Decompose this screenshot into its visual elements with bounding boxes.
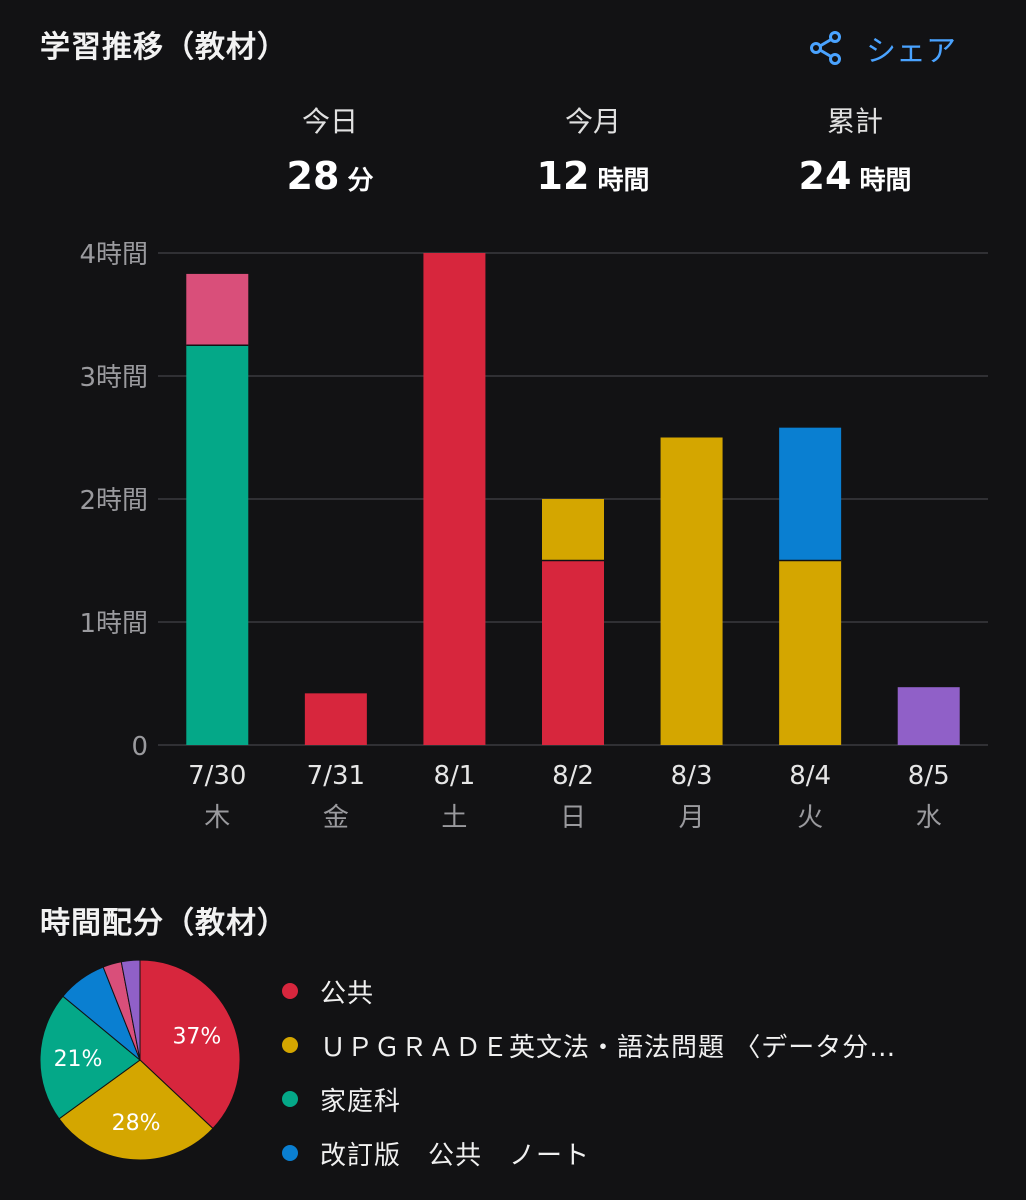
bar-segment — [542, 560, 604, 745]
pie-slice — [58, 1059, 214, 1161]
bar-segment — [304, 693, 367, 745]
legend-item: 改訂版 公共 ノート — [282, 1126, 896, 1180]
pie-slice-label: 28% — [112, 1111, 161, 1136]
stat-number: 24 — [798, 154, 852, 198]
legend-item: 家庭科 — [282, 1072, 896, 1126]
pie-title: 時間配分（教材） — [40, 906, 288, 941]
bar-segment — [186, 273, 249, 346]
y-tick-label: 2時間 — [79, 486, 148, 516]
bar-segment — [897, 687, 960, 745]
y-tick-label: 0 — [131, 732, 148, 762]
stat-value: 12 時間 — [473, 154, 713, 198]
x-weekday-label: 金 — [323, 803, 349, 833]
legend-item: ＵＰＧＲＡＤＥ英文法・語法問題 〈データ分… — [282, 1018, 896, 1072]
legend-color-dot — [282, 1145, 298, 1161]
x-tick-label: 8/2 — [552, 761, 594, 791]
legend-color-dot — [282, 1091, 298, 1107]
bar-segment — [423, 253, 486, 745]
legend-color-dot — [282, 1037, 298, 1053]
stat-today: 今日 28 分 — [210, 100, 450, 198]
pie-slice — [120, 959, 141, 1061]
x-tick-label: 8/4 — [789, 761, 831, 791]
legend-item: 公共 — [282, 964, 896, 1018]
bar-segment — [779, 560, 842, 745]
stat-unit: 時間 — [859, 166, 912, 196]
pie-chart: 37% 28% 21% — [39, 959, 241, 1161]
x-tick-label: 7/30 — [188, 761, 246, 791]
stat-unit: 分 — [347, 166, 374, 196]
stat-value: 28 分 — [210, 154, 450, 198]
x-weekday-label: 木 — [204, 803, 230, 833]
x-tick-label: 8/5 — [908, 761, 950, 791]
x-weekday-label: 土 — [441, 803, 467, 833]
stat-value: 24 時間 — [735, 154, 975, 198]
legend-label: 公共 — [320, 978, 375, 1009]
bar-segment — [186, 345, 249, 745]
y-tick-label: 1時間 — [79, 609, 148, 639]
x-weekday-label: 日 — [560, 803, 586, 833]
legend-label: ＵＰＧＲＡＤＥ英文法・語法問題 〈データ分… — [320, 1032, 897, 1063]
stat-total: 累計 24 時間 — [735, 100, 975, 198]
x-weekday-label: 水 — [916, 803, 942, 833]
pie-legend: 公共 ＵＰＧＲＡＤＥ英文法・語法問題 〈データ分… 家庭科 改訂版 公共 ノート — [282, 964, 896, 1180]
y-tick-label: 4時間 — [79, 240, 148, 270]
x-weekday-label: 月 — [679, 803, 705, 833]
bar-chart: 0 1時間 2時間 3時間 4時間 7/30 木 7/31 金 8/1 土 8/2 日 8/3 月 8/4 火 8… — [79, 240, 988, 833]
share-button[interactable]: シェア — [808, 26, 956, 70]
pie-slice-label: 37% — [172, 1024, 221, 1049]
stat-month: 今月 12 時間 — [473, 100, 713, 198]
x-tick-label: 8/3 — [671, 761, 713, 791]
header: 学習推移（教材） シェア — [40, 22, 986, 74]
stat-number: 12 — [536, 154, 590, 198]
stat-number: 28 — [286, 154, 340, 198]
bar-segment — [779, 427, 842, 561]
stat-label: 今日 — [301, 105, 358, 138]
share-icon — [810, 31, 841, 65]
pie-slice — [139, 959, 241, 1130]
pie-slice-label: 21% — [54, 1047, 103, 1072]
stat-label: 今月 — [564, 105, 621, 138]
share-label: シェア — [866, 34, 956, 69]
summary-stats: 今日 28 分 今月 12 時間 累計 24 時間 — [0, 100, 1026, 210]
y-tick-label: 3時間 — [79, 363, 148, 393]
legend-label: 家庭科 — [320, 1086, 402, 1117]
x-tick-label: 8/1 — [434, 761, 476, 791]
x-tick-label: 7/31 — [307, 761, 365, 791]
bar-segment — [660, 437, 723, 745]
stat-label: 累計 — [826, 105, 883, 138]
bar-segment — [542, 499, 604, 561]
legend-color-dot — [282, 983, 298, 999]
stat-unit: 時間 — [597, 166, 650, 196]
x-weekday-label: 火 — [797, 803, 823, 833]
pie-slice — [39, 995, 141, 1120]
legend-label: 改訂版 公共 ノート — [320, 1140, 591, 1171]
chart-title: 学習推移（教材） — [40, 30, 288, 65]
